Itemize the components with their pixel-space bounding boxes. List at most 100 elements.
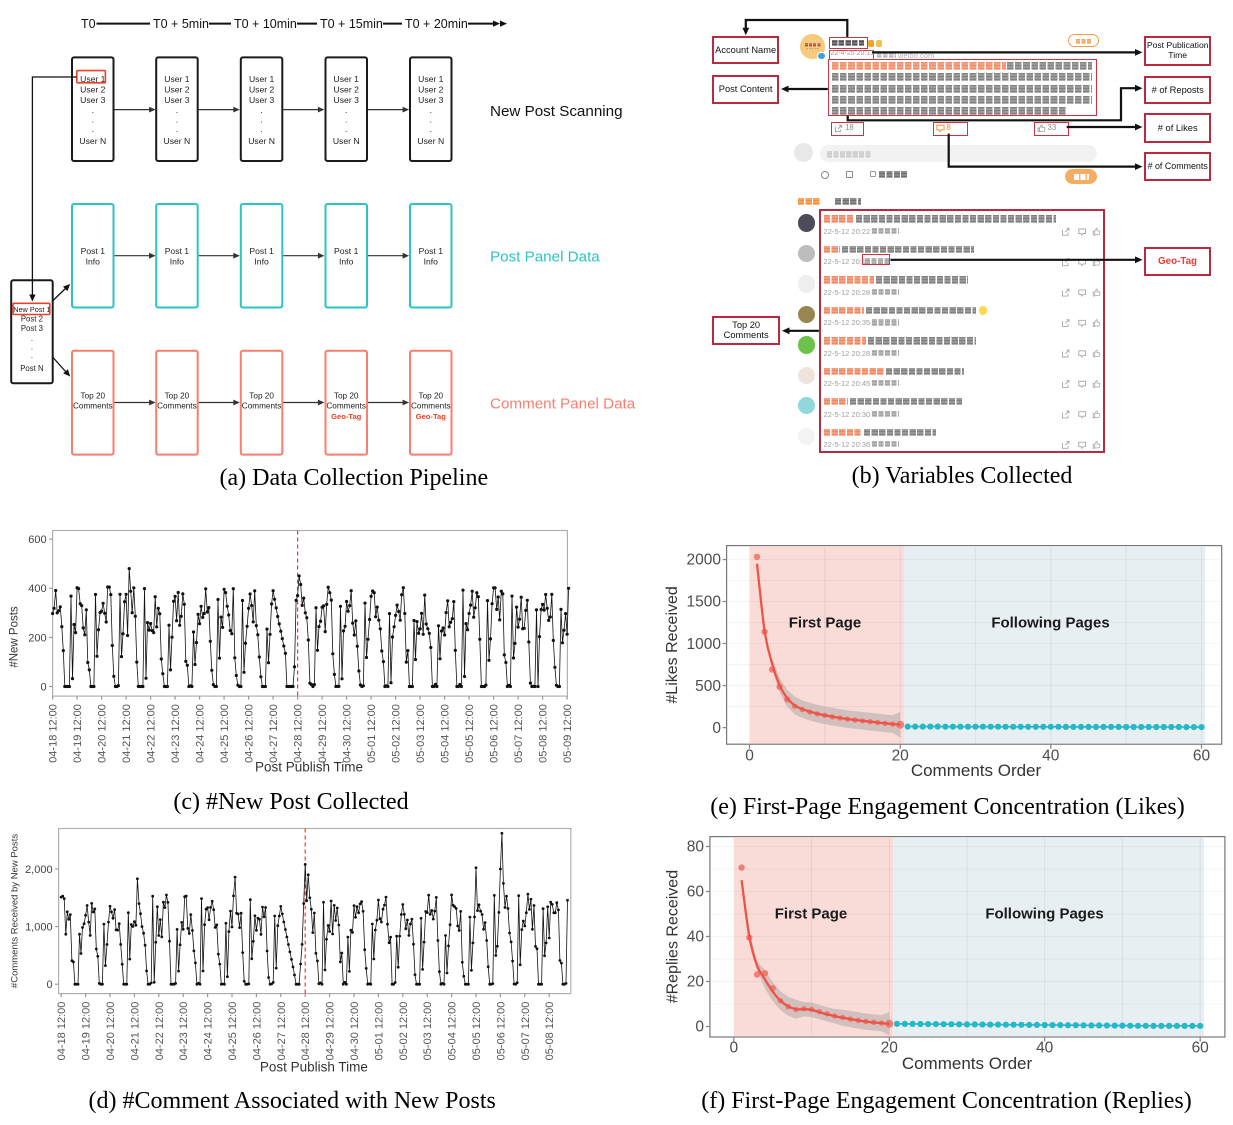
- svg-text:04-22 12:00: 04-22 12:00: [146, 704, 158, 763]
- svg-text:Top 20: Top 20: [334, 392, 359, 401]
- svg-text:User 3: User 3: [418, 95, 444, 105]
- svg-text:User 3: User 3: [334, 95, 360, 105]
- svg-text:2000: 2000: [687, 552, 722, 569]
- svg-text:Info: Info: [86, 257, 101, 267]
- svg-text:05-09 12:00: 05-09 12:00: [562, 704, 574, 763]
- svg-text:User 2: User 2: [249, 84, 275, 94]
- svg-text:04-30 12:00: 04-30 12:00: [342, 704, 354, 763]
- svg-text:Top 20: Top 20: [165, 392, 190, 401]
- svg-text:05-08 12:00: 05-08 12:00: [538, 704, 550, 763]
- svg-text:Post 1: Post 1: [165, 246, 190, 256]
- svg-text:0: 0: [729, 1040, 738, 1057]
- svg-text:T0 + 15min: T0 + 15min: [320, 17, 383, 31]
- svg-text:200: 200: [28, 632, 46, 644]
- svg-text:60: 60: [687, 884, 705, 901]
- svg-text:600: 600: [28, 534, 46, 546]
- svg-text:User 1: User 1: [418, 74, 444, 84]
- svg-text:04-27 12:00: 04-27 12:00: [276, 1002, 288, 1061]
- svg-text:.: .: [92, 115, 94, 125]
- svg-text:04-30 12:00: 04-30 12:00: [349, 1002, 361, 1061]
- svg-text:User 1: User 1: [334, 74, 360, 84]
- svg-text:User N: User N: [79, 136, 106, 146]
- svg-text:05-01 12:00: 05-01 12:00: [373, 1002, 385, 1061]
- svg-text:Comments: Comments: [73, 402, 113, 411]
- svg-text:First Page: First Page: [775, 906, 848, 923]
- svg-text:Geo-Tag: Geo-Tag: [416, 412, 447, 421]
- svg-text:04-26 12:00: 04-26 12:00: [244, 704, 256, 763]
- svg-text:04-28 12:00: 04-28 12:00: [293, 704, 305, 763]
- svg-text:05-05 12:00: 05-05 12:00: [471, 1002, 483, 1061]
- svg-text:User 1: User 1: [80, 74, 106, 84]
- svg-text:04-28 12:00: 04-28 12:00: [300, 1002, 312, 1061]
- svg-text:04-23 12:00: 04-23 12:00: [170, 704, 182, 763]
- svg-text:0: 0: [46, 979, 52, 991]
- svg-text:80: 80: [687, 839, 705, 856]
- svg-text:0: 0: [712, 720, 721, 737]
- svg-text:400: 400: [28, 583, 46, 595]
- svg-text:04-29 12:00: 04-29 12:00: [325, 1002, 337, 1061]
- svg-text:.: .: [176, 124, 178, 134]
- svg-text:.: .: [176, 105, 178, 115]
- svg-text:05-04 12:00: 05-04 12:00: [447, 1002, 459, 1061]
- svg-text:Top 20: Top 20: [419, 392, 444, 401]
- svg-text:Post 2: Post 2: [21, 315, 43, 324]
- svg-text:Top 20: Top 20: [249, 392, 274, 401]
- svg-text:05-08 12:00: 05-08 12:00: [544, 1002, 556, 1061]
- svg-text:Comment Panel Data: Comment Panel Data: [490, 396, 636, 413]
- svg-text:.: .: [430, 105, 432, 115]
- svg-text:04-20 12:00: 04-20 12:00: [105, 1002, 117, 1061]
- svg-text:T0 + 5min: T0 + 5min: [153, 17, 209, 31]
- svg-text:05-02 12:00: 05-02 12:00: [391, 704, 403, 763]
- svg-text:#Comments Received by New Post: #Comments Received by New Posts: [9, 834, 20, 988]
- svg-text:04-18 12:00: 04-18 12:00: [48, 704, 60, 763]
- svg-text:#New Posts: #New Posts: [9, 606, 21, 668]
- svg-text:User N: User N: [248, 136, 275, 146]
- svg-text:.: .: [430, 115, 432, 125]
- svg-text:User 3: User 3: [249, 95, 275, 105]
- svg-text:T0: T0: [81, 17, 96, 31]
- svg-text:05-06 12:00: 05-06 12:00: [495, 1002, 507, 1061]
- svg-text:.: .: [260, 124, 262, 134]
- svg-text:04-26 12:00: 04-26 12:00: [251, 1002, 263, 1061]
- svg-text:.: .: [31, 351, 33, 360]
- svg-text:05-02 12:00: 05-02 12:00: [398, 1002, 410, 1061]
- svg-text:Following Pages: Following Pages: [985, 906, 1103, 923]
- svg-text:.: .: [345, 124, 347, 134]
- svg-text:04-27 12:00: 04-27 12:00: [268, 704, 280, 763]
- svg-text:40: 40: [1036, 1040, 1054, 1057]
- svg-text:.: .: [31, 334, 33, 343]
- svg-text:.: .: [176, 115, 178, 125]
- svg-text:User 2: User 2: [80, 84, 106, 94]
- svg-text:Post Publish Time: Post Publish Time: [255, 760, 363, 775]
- svg-text:User 2: User 2: [334, 84, 360, 94]
- svg-text:.: .: [260, 115, 262, 125]
- svg-text:.: .: [260, 105, 262, 115]
- svg-text:60: 60: [1192, 1040, 1210, 1057]
- svg-text:40: 40: [687, 929, 705, 946]
- svg-text:05-04 12:00: 05-04 12:00: [440, 704, 452, 763]
- svg-text:.: .: [92, 124, 94, 134]
- svg-text:20: 20: [892, 748, 910, 765]
- svg-text:Top 20: Top 20: [81, 392, 106, 401]
- svg-text:Following Pages: Following Pages: [991, 615, 1109, 632]
- svg-text:T0 + 10min: T0 + 10min: [234, 17, 297, 31]
- svg-text:0: 0: [745, 748, 754, 765]
- svg-text:20: 20: [881, 1040, 899, 1057]
- svg-text:User N: User N: [417, 136, 444, 146]
- svg-text:.: .: [345, 105, 347, 115]
- svg-text:04-19 12:00: 04-19 12:00: [72, 704, 84, 763]
- svg-text:Post 1: Post 1: [419, 246, 444, 256]
- svg-text:Info: Info: [339, 257, 354, 267]
- svg-text:04-18 12:00: 04-18 12:00: [56, 1002, 68, 1061]
- svg-text:04-25 12:00: 04-25 12:00: [227, 1002, 239, 1061]
- svg-text:05-05 12:00: 05-05 12:00: [464, 704, 476, 763]
- svg-text:04-24 12:00: 04-24 12:00: [203, 1002, 215, 1061]
- svg-text:04-21 12:00: 04-21 12:00: [121, 704, 133, 763]
- svg-text:Post Panel Data: Post Panel Data: [490, 249, 600, 266]
- svg-text:Post 3: Post 3: [21, 324, 43, 333]
- svg-text:New Post 1: New Post 1: [13, 305, 50, 314]
- svg-text:User N: User N: [164, 136, 191, 146]
- svg-text:1500: 1500: [687, 594, 722, 611]
- svg-text:20: 20: [687, 974, 705, 991]
- svg-text:04-22 12:00: 04-22 12:00: [154, 1002, 166, 1061]
